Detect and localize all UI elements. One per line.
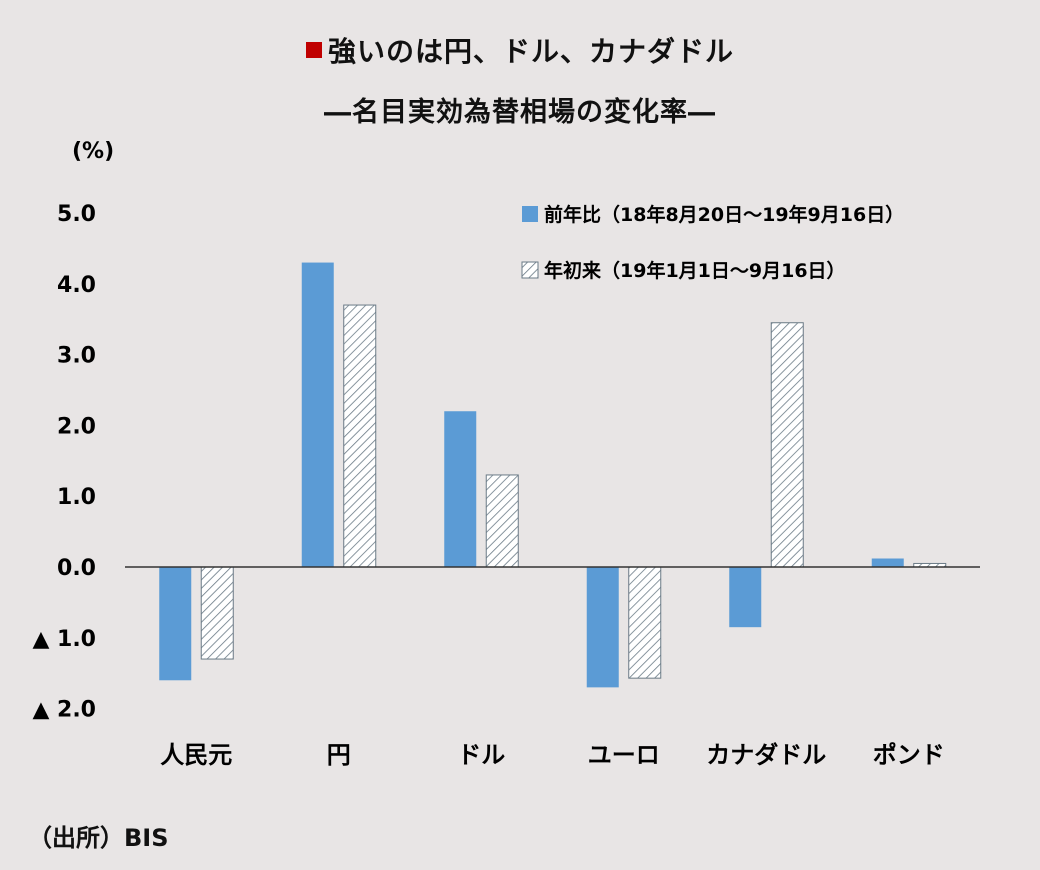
bar-yoy bbox=[586, 567, 619, 688]
bar-ytd bbox=[770, 322, 804, 568]
x-tick-label: 円 bbox=[327, 741, 351, 769]
chart-title: 強いのは円、ドル、カナダドル bbox=[0, 30, 1040, 70]
bar-ytd bbox=[200, 566, 234, 660]
y-tick-label: ▲ 2.0 bbox=[32, 698, 96, 723]
x-tick-label: ユーロ bbox=[588, 741, 660, 769]
y-axis: (%) 5.0 4.0 3.0 2.0 1.0 0.0 ▲ 1.0 ▲ 2.0 bbox=[32, 139, 114, 723]
y-tick-label: 1.0 bbox=[57, 485, 96, 510]
legend-swatch-yoy bbox=[522, 206, 538, 222]
bar-ytd bbox=[485, 474, 519, 568]
chart-title-text: 強いのは円、ドル、カナダドル bbox=[327, 35, 734, 68]
y-tick-label: 4.0 bbox=[57, 273, 96, 298]
y-tick-label: 2.0 bbox=[57, 414, 96, 439]
bar-yoy bbox=[729, 567, 762, 628]
bar-yoy bbox=[871, 558, 904, 567]
bar-yoy bbox=[301, 262, 334, 567]
legend-swatch-ytd bbox=[521, 261, 539, 279]
legend-label: 年初来（19年1月1日～9月16日） bbox=[544, 259, 846, 282]
x-tick-label: ポンド bbox=[873, 741, 945, 769]
source-note: （出所）BIS bbox=[28, 824, 169, 852]
legend-label: 前年比（18年8月20日～19年9月16日） bbox=[544, 203, 904, 226]
y-tick-label: 0.0 bbox=[57, 556, 96, 581]
x-tick-label: 人民元 bbox=[160, 741, 232, 769]
x-tick-label: ドル bbox=[457, 741, 505, 769]
y-tick-label: 5.0 bbox=[57, 202, 96, 227]
bar-ytd bbox=[343, 304, 377, 568]
bar-ytd bbox=[628, 566, 662, 679]
chart-subtitle: ―名目実効為替相場の変化率― bbox=[324, 97, 716, 128]
bars bbox=[159, 262, 947, 688]
y-unit-label: (%) bbox=[72, 139, 114, 164]
y-tick-label: 3.0 bbox=[57, 344, 96, 369]
legend: 前年比（18年8月20日～19年9月16日） 年初来（19年1月1日～9月16日） bbox=[521, 203, 904, 282]
bar-yoy bbox=[159, 567, 192, 681]
x-tick-label: カナダドル bbox=[706, 741, 826, 769]
title-marker-icon bbox=[305, 42, 322, 58]
y-tick-label: ▲ 1.0 bbox=[32, 627, 96, 652]
x-axis: 人民元 円 ドル ユーロ カナダドル ポンド bbox=[160, 741, 945, 769]
bar-yoy bbox=[444, 411, 477, 567]
